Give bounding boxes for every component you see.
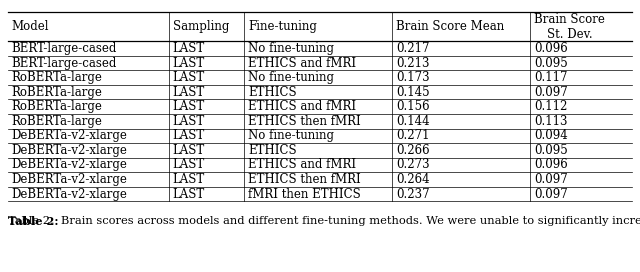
- Text: 0.273: 0.273: [396, 158, 430, 171]
- Text: LAST: LAST: [173, 42, 205, 55]
- Text: DeBERTa-v2-xlarge: DeBERTa-v2-xlarge: [12, 187, 127, 200]
- Text: 0.095: 0.095: [534, 144, 568, 157]
- Text: Brain Score
St. Dev.: Brain Score St. Dev.: [534, 13, 605, 41]
- Text: BERT-large-cased: BERT-large-cased: [12, 57, 117, 70]
- Text: RoBERTa-large: RoBERTa-large: [12, 100, 102, 113]
- Text: 0.112: 0.112: [534, 100, 568, 113]
- Text: LAST: LAST: [173, 57, 205, 70]
- Text: LAST: LAST: [173, 173, 205, 186]
- Text: 0.094: 0.094: [534, 129, 568, 142]
- Text: ETHICS: ETHICS: [248, 144, 297, 157]
- Text: 0.097: 0.097: [534, 173, 568, 186]
- Text: 0.145: 0.145: [396, 86, 430, 99]
- Text: 0.097: 0.097: [534, 187, 568, 200]
- Text: 0.097: 0.097: [534, 86, 568, 99]
- Text: No fine-tuning: No fine-tuning: [248, 129, 334, 142]
- Text: ETHICS and fMRI: ETHICS and fMRI: [248, 100, 356, 113]
- Text: DeBERTa-v2-xlarge: DeBERTa-v2-xlarge: [12, 173, 127, 186]
- Text: Table 2:  Brain scores across models and different fine-tuning methods. We were : Table 2: Brain scores across models and …: [8, 216, 640, 226]
- Text: fMRI then ETHICS: fMRI then ETHICS: [248, 187, 361, 200]
- Text: LAST: LAST: [173, 86, 205, 99]
- Text: Table 2:: Table 2:: [8, 216, 58, 227]
- Text: Brain Score Mean: Brain Score Mean: [396, 20, 504, 33]
- Text: DeBERTa-v2-xlarge: DeBERTa-v2-xlarge: [12, 144, 127, 157]
- Text: LAST: LAST: [173, 144, 205, 157]
- Text: RoBERTa-large: RoBERTa-large: [12, 71, 102, 84]
- Text: 0.237: 0.237: [396, 187, 430, 200]
- Text: LAST: LAST: [173, 71, 205, 84]
- Text: Fine-tuning: Fine-tuning: [248, 20, 317, 33]
- Text: 0.117: 0.117: [534, 71, 568, 84]
- Text: DeBERTa-v2-xlarge: DeBERTa-v2-xlarge: [12, 158, 127, 171]
- Text: 0.271: 0.271: [396, 129, 429, 142]
- Text: No fine-tuning: No fine-tuning: [248, 42, 334, 55]
- Text: LAST: LAST: [173, 129, 205, 142]
- Text: LAST: LAST: [173, 158, 205, 171]
- Text: ETHICS then fMRI: ETHICS then fMRI: [248, 115, 361, 128]
- Text: 0.173: 0.173: [396, 71, 430, 84]
- Text: DeBERTa-v2-xlarge: DeBERTa-v2-xlarge: [12, 129, 127, 142]
- Text: No fine-tuning: No fine-tuning: [248, 71, 334, 84]
- Text: 0.264: 0.264: [396, 173, 430, 186]
- Text: Model: Model: [12, 20, 49, 33]
- Text: ETHICS then fMRI: ETHICS then fMRI: [248, 173, 361, 186]
- Text: 0.213: 0.213: [396, 57, 429, 70]
- Text: 0.144: 0.144: [396, 115, 430, 128]
- Text: LAST: LAST: [173, 115, 205, 128]
- Text: ETHICS: ETHICS: [248, 86, 297, 99]
- Text: ETHICS and fMRI: ETHICS and fMRI: [248, 57, 356, 70]
- Text: Sampling: Sampling: [173, 20, 229, 33]
- Text: 0.096: 0.096: [534, 42, 568, 55]
- Text: 0.156: 0.156: [396, 100, 430, 113]
- Text: RoBERTa-large: RoBERTa-large: [12, 115, 102, 128]
- Text: LAST: LAST: [173, 187, 205, 200]
- Text: LAST: LAST: [173, 100, 205, 113]
- Text: BERT-large-cased: BERT-large-cased: [12, 42, 117, 55]
- Text: 0.217: 0.217: [396, 42, 429, 55]
- Text: Table 2:  Brain scores across models and different fine-tuning methods. We were : Table 2: Brain scores across models and …: [8, 216, 640, 226]
- Text: 0.266: 0.266: [396, 144, 430, 157]
- Text: RoBERTa-large: RoBERTa-large: [12, 86, 102, 99]
- Text: 0.095: 0.095: [534, 57, 568, 70]
- Text: 0.096: 0.096: [534, 158, 568, 171]
- Text: 0.113: 0.113: [534, 115, 568, 128]
- Text: ETHICS and fMRI: ETHICS and fMRI: [248, 158, 356, 171]
